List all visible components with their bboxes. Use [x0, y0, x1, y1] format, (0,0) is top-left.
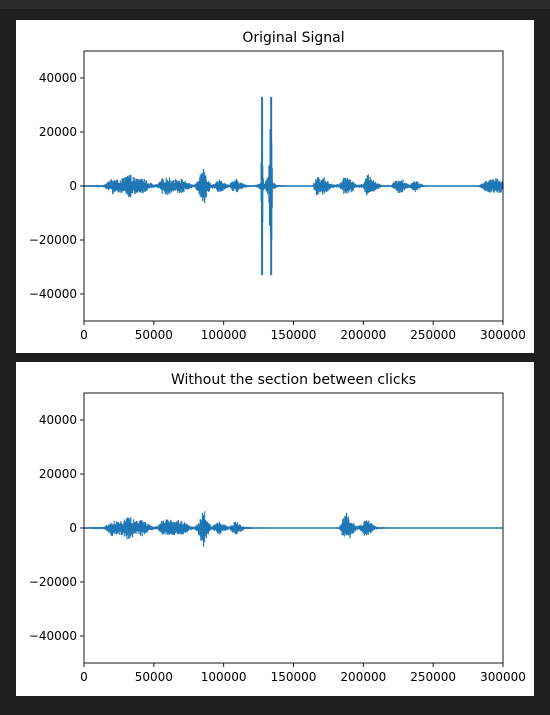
chart-title: Without the section between clicks	[171, 372, 416, 388]
waveform-series	[83, 511, 504, 547]
chart-title: Original Signal	[242, 30, 344, 46]
x-tick-label: 150000	[271, 328, 317, 342]
x-tick-label: 100000	[201, 328, 247, 342]
y-tick-label: 0	[69, 179, 77, 193]
chart-original-signal: Original Signal −40000 −20000 0 20000 40000 0 5…	[29, 30, 526, 342]
x-tick-label: 150000	[271, 670, 317, 684]
y-tick-label: 40000	[39, 413, 77, 427]
y-tick-label: −40000	[29, 287, 77, 301]
y-tick-label: 0	[69, 521, 77, 535]
y-tick-label: −20000	[29, 233, 77, 247]
x-tick-label: 250000	[410, 670, 456, 684]
x-tick-label: 100000	[201, 670, 247, 684]
y-tick-label: 40000	[39, 71, 77, 85]
y-tick-label: −20000	[29, 575, 77, 589]
x-tick-label: 300000	[480, 670, 526, 684]
chart-panel-without-section: Without the section between clicks −40000…	[16, 362, 534, 696]
x-tick-label: 200000	[340, 328, 386, 342]
x-tick-label: 300000	[480, 328, 526, 342]
x-tick-label: 50000	[135, 670, 173, 684]
x-tick-label: 50000	[135, 328, 173, 342]
y-tick-label: 20000	[39, 467, 77, 481]
y-tick-label: −40000	[29, 629, 77, 643]
waveform-series	[83, 96, 504, 276]
x-tick-label: 250000	[410, 328, 456, 342]
x-tick-label: 200000	[340, 670, 386, 684]
top-bar	[0, 0, 550, 9]
x-tick-label: 0	[80, 670, 88, 684]
chart-without-section: Without the section between clicks −40000…	[29, 372, 526, 684]
y-tick-label: 20000	[39, 125, 77, 139]
x-tick-label: 0	[80, 328, 88, 342]
chart-panel-original: Original Signal −40000 −20000 0 20000 40000 0 5…	[16, 20, 534, 353]
